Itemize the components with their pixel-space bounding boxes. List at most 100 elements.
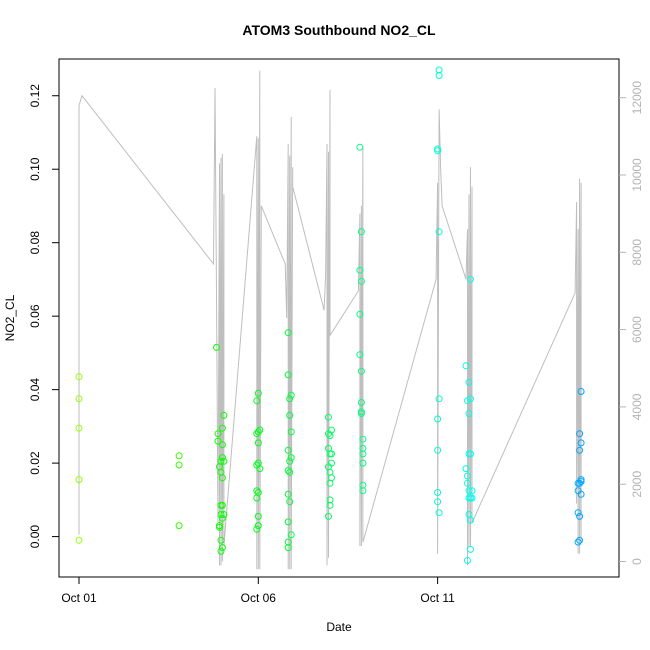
data-point (287, 391, 295, 399)
data-point (220, 457, 228, 465)
data-point (75, 373, 83, 381)
data-point (467, 395, 474, 403)
data-point (218, 474, 226, 482)
data-point (256, 465, 264, 473)
data-point (359, 487, 367, 495)
data-point (287, 428, 295, 436)
data-point (175, 522, 183, 530)
data-point (217, 511, 225, 518)
data-point (357, 228, 365, 236)
data-point (218, 454, 226, 462)
y2-tick-label: 12000 (630, 81, 644, 115)
y-tick-label: 0.10 (28, 157, 42, 181)
data-point (254, 389, 262, 397)
data-point (175, 452, 183, 460)
data-point (576, 479, 584, 487)
data-point (75, 424, 83, 432)
data-point (356, 266, 364, 274)
data-point (254, 428, 262, 436)
data-point (462, 465, 470, 473)
y-tick-label: 0.00 (28, 525, 42, 549)
data-point (576, 430, 584, 438)
data-point (214, 430, 222, 438)
data-point (284, 329, 292, 337)
data-point (218, 501, 226, 509)
data-point (576, 446, 584, 454)
x-tick-label: Oct 01 (61, 591, 97, 605)
data-point (465, 487, 473, 495)
y-tick-label: 0.04 (28, 378, 42, 402)
data-point (435, 66, 443, 74)
data-point (467, 450, 474, 458)
data-point (467, 545, 474, 553)
data-point (577, 490, 585, 498)
data-point (328, 459, 335, 467)
line-series-path (78, 70, 582, 570)
y2-tick-label: 6000 (630, 316, 644, 343)
data-point (434, 489, 442, 496)
data-point (577, 388, 585, 395)
data-point (253, 487, 261, 495)
data-point (75, 536, 83, 544)
data-point (434, 498, 442, 506)
data-point (435, 395, 443, 403)
data-point (218, 441, 226, 449)
data-point (218, 544, 226, 552)
data-point (220, 511, 228, 518)
data-point (326, 501, 334, 509)
data-point (218, 424, 226, 432)
data-point (328, 450, 335, 458)
data-point (357, 277, 365, 285)
data-point (218, 514, 226, 522)
y-tick-label: 0.08 (28, 231, 42, 255)
data-point (286, 498, 294, 506)
data-point (253, 525, 261, 533)
data-point (216, 523, 223, 531)
data-point (284, 518, 292, 526)
data-point (465, 378, 473, 386)
data-point (175, 461, 183, 469)
data-point (75, 476, 83, 484)
y2-tick-label: 8000 (630, 239, 644, 266)
data-point (465, 410, 473, 417)
data-point (253, 397, 261, 405)
data-point (464, 479, 471, 487)
data-point (75, 395, 83, 403)
data-point (286, 411, 294, 419)
data-point (254, 522, 262, 530)
data-point (464, 557, 471, 564)
y2-tick-label: 2000 (630, 471, 644, 498)
data-point (576, 512, 584, 520)
data-point (286, 468, 294, 476)
data-point (356, 310, 364, 318)
data-point (254, 489, 262, 496)
data-point (357, 410, 365, 417)
x-tick-label: Oct 06 (241, 591, 277, 605)
x-axis: Oct 01 Oct 06 Oct 11 (61, 577, 455, 605)
data-point (574, 538, 582, 546)
data-point (217, 536, 225, 544)
chart-title: ATOM3 Southbound NO2_CL (242, 22, 436, 38)
data-point (254, 439, 262, 447)
data-point (462, 362, 470, 370)
data-point (286, 395, 294, 403)
data-point (357, 399, 365, 406)
data-point (284, 467, 292, 474)
data-point (577, 439, 585, 447)
data-point (467, 275, 474, 283)
data-point (256, 426, 264, 434)
data-point (214, 437, 222, 445)
data-point (220, 411, 228, 419)
data-point (359, 435, 367, 443)
y2-tick-label: 0 (630, 558, 644, 565)
data-point (284, 371, 292, 379)
data-point (435, 509, 443, 517)
data-point (286, 457, 294, 465)
data-point (574, 509, 582, 517)
y2-tick-label: 10000 (630, 158, 644, 192)
y-tick-label: 0.02 (28, 451, 42, 475)
data-point (328, 426, 335, 434)
data-point (576, 536, 584, 544)
data-point (464, 472, 471, 480)
